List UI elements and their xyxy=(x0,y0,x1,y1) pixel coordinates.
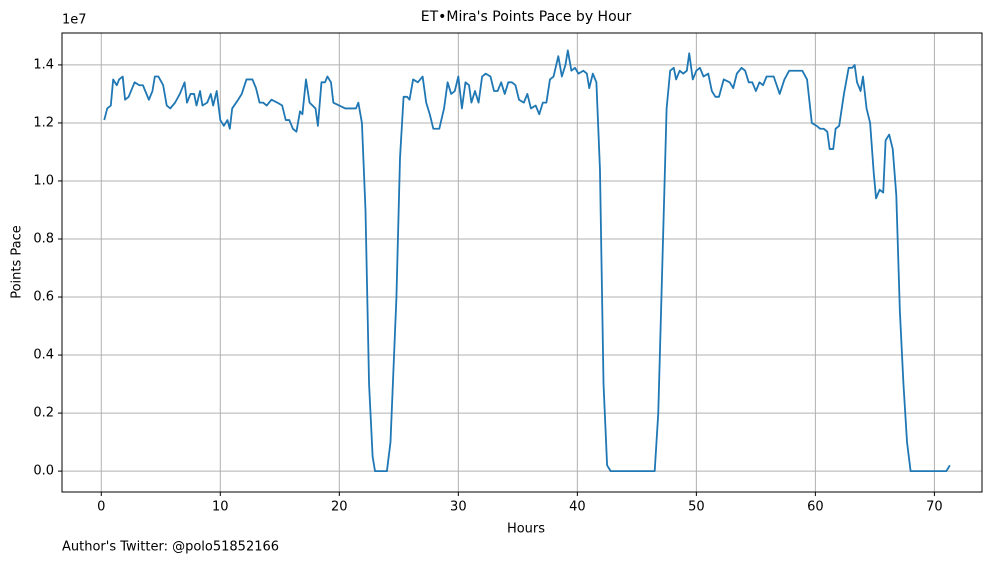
y-tick-label: 1.4 xyxy=(33,57,54,72)
offset-label: 1e7 xyxy=(62,13,87,28)
y-tick-label: 0.0 xyxy=(33,464,54,479)
y-tick-label: 1.2 xyxy=(33,115,54,130)
x-tick-label: 50 xyxy=(688,500,705,515)
x-tick-label: 10 xyxy=(212,500,229,515)
line-series xyxy=(103,49,951,473)
y-tick-label: 0.6 xyxy=(33,290,54,305)
footer: Author's Twitter: @polo51852166 xyxy=(62,540,279,555)
plot-frame xyxy=(61,32,983,493)
x-tick-label: 30 xyxy=(450,500,467,515)
y-tick-label: 0.8 xyxy=(33,231,54,246)
y-axis-label: Points Pace xyxy=(10,225,25,299)
y-tick-label: 1.0 xyxy=(33,173,54,188)
y-tick-label: 0.4 xyxy=(33,348,54,363)
x-tick-label: 60 xyxy=(807,500,824,515)
x-tick-label: 20 xyxy=(331,500,348,515)
x-tick-label: 40 xyxy=(569,500,586,515)
chart-title: ET•Mira's Points Pace by Hour xyxy=(421,9,632,25)
x-tick-label: 70 xyxy=(926,500,943,515)
y-tick-label: 0.2 xyxy=(33,406,54,421)
x-axis-label: Hours xyxy=(507,522,545,537)
x-tick-label: 0 xyxy=(97,500,105,515)
